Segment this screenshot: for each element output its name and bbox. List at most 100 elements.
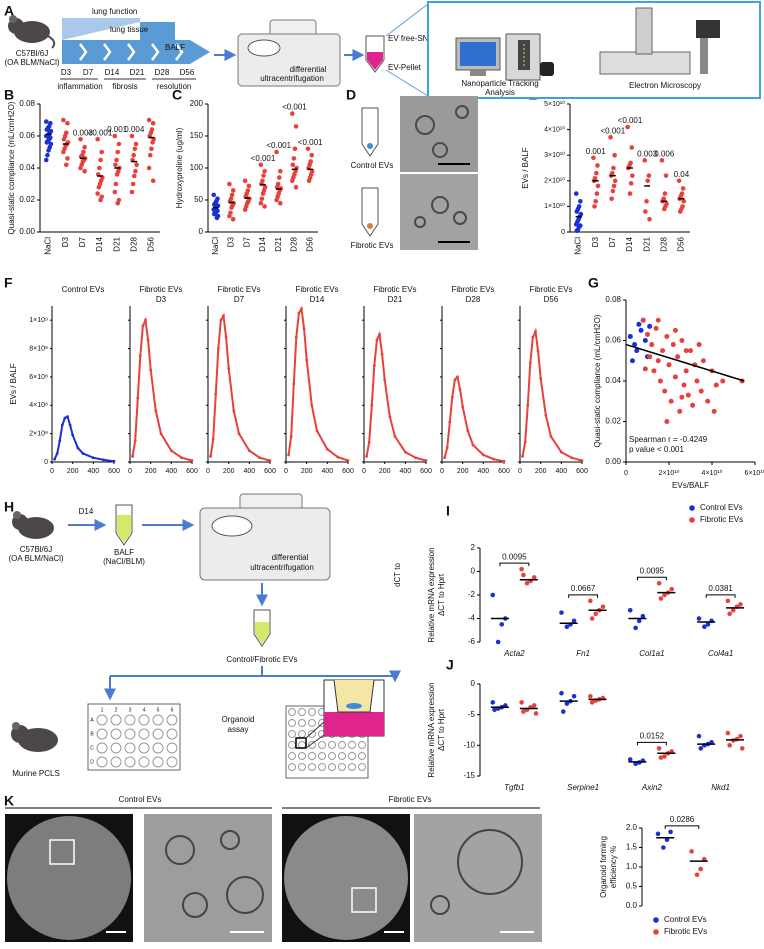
data-point [528,361,532,365]
well [358,752,366,760]
data-point [664,837,670,842]
well [308,752,316,760]
data-point [633,625,638,631]
x-axis-label: EVs/BALF [672,481,709,490]
data-point [290,162,296,168]
label: (OA BLM/NaCl) [4,58,59,67]
well [110,714,122,726]
data-point [466,429,470,433]
data-point [531,703,537,708]
data-point [293,184,299,190]
x-tick-label: 0 [362,468,366,475]
plate-row: B [90,731,94,737]
p-value: 0.001 [586,147,607,156]
legend-label: Fibrotic EVs [700,515,743,524]
data-point [219,318,223,322]
p-value: 0.0095 [502,552,527,561]
data-point [91,456,95,460]
panel-title: Fibrotic EVs [529,285,572,294]
data-point [672,374,678,380]
well [96,756,108,768]
data-point [370,403,374,407]
y-tick-label: 0 [561,229,565,236]
bracket [499,562,530,567]
x-tick-label: D3 [61,236,70,247]
y-axis-label: Hydroxyproline (ug/ml) [175,127,184,208]
x-tick-label: 0 [128,468,132,475]
data-point [227,181,232,187]
label: resolution [157,82,192,91]
well [318,752,326,760]
data-point [302,327,306,331]
data-point [725,730,731,736]
label: EV-Pellet [388,63,422,72]
data-point [713,382,719,388]
y-tick-label: 0 [44,459,48,466]
well [328,741,336,749]
x-tick-label: Serpine1 [567,783,599,792]
well [328,752,336,760]
data-point [378,332,381,336]
x-tick-label: D3 [591,236,600,247]
label: differential [272,553,309,562]
y-tick-label: 200 [190,99,204,108]
y-tick-label: 8×10⁸ [29,345,48,352]
well [166,728,178,740]
data-point [78,165,83,171]
data-point [43,119,49,124]
data-point [644,198,649,204]
well [152,728,164,740]
line [443,374,505,463]
data-point [237,432,241,436]
data-point [68,423,72,427]
data-point [65,120,70,126]
p-value: <0.001 [618,116,643,125]
y-axis-label: Quasi-static compliance (mL/cmH2O) [7,101,16,234]
data-point [629,145,635,150]
plate-col: 5 [157,707,160,713]
plate-row: A [90,717,94,723]
data-point [690,402,696,408]
data-point [224,335,228,339]
data-point [230,216,236,222]
data-point [640,613,646,619]
x-tick-label: 6×10¹⁰ [745,469,764,477]
data-point [638,327,644,333]
well [308,730,316,738]
well [166,756,178,768]
data-point [679,338,685,343]
data-point [499,622,505,627]
well [298,708,306,716]
data-point [388,415,392,419]
data-point [694,872,700,878]
data-point [681,382,687,388]
y-tick-label: 0 [471,679,476,688]
data-point [289,178,295,184]
data-point [658,596,664,601]
well [318,741,326,749]
x-tick-label: 400 [477,468,489,475]
x-tick-label: 400 [321,468,333,475]
data-point [61,117,66,123]
data-point [662,191,668,196]
y-tick-label: 2.0 [626,823,638,832]
data-point [65,156,70,161]
data-point [570,456,574,460]
data-point [657,378,663,384]
p-value: <0.001 [266,141,291,150]
label: Fibrotic EVs [350,241,393,250]
label: D56 [180,68,195,77]
data-point [698,866,703,872]
data-point [609,196,614,202]
x-tick-label: 200 [535,468,547,475]
y-tick-label: 0.00 [19,227,35,236]
data-point [544,413,548,417]
line [131,316,193,462]
x-tick-label: 200 [67,468,79,475]
data-point [113,162,118,168]
x-tick-label: D56 [147,236,156,251]
panel-letter: C [172,87,182,103]
data-point [278,168,283,174]
data-point [287,453,290,457]
x-tick-label: D28 [659,236,668,251]
